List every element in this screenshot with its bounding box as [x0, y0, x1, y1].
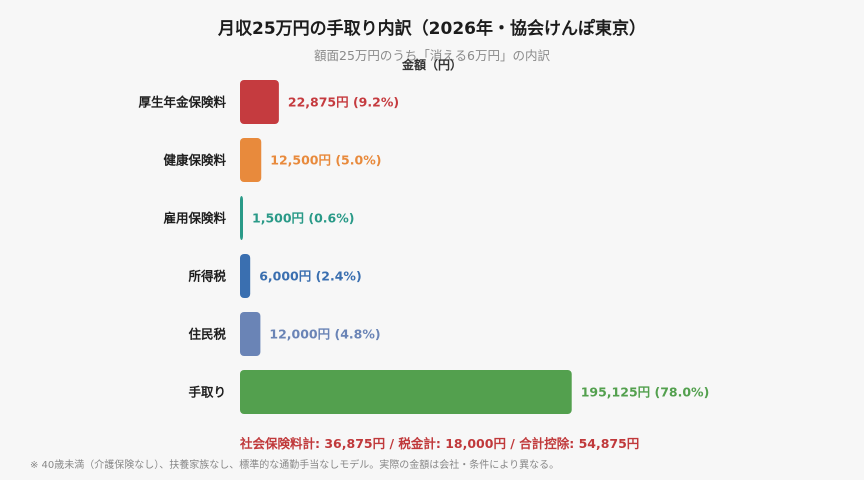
- value-label: 6,000円 (2.4%): [259, 269, 361, 284]
- chart-subtitle: 額面25万円のうち「消える6万円」の内訳: [314, 48, 550, 63]
- bar: [240, 370, 572, 414]
- category-label: 厚生年金保険料: [138, 95, 226, 110]
- bar: [240, 80, 279, 124]
- bar: [240, 254, 251, 298]
- value-label: 22,875円 (9.2%): [288, 95, 399, 110]
- chart-title: 月収25万円の手取り内訳（2026年・協会けんぽ東京）: [218, 19, 646, 39]
- value-label: 195,125円 (78.0%): [581, 385, 710, 400]
- category-label: 住民税: [188, 327, 226, 342]
- value-label: 1,500円 (0.6%): [252, 211, 354, 226]
- value-label: 12,500円 (5.0%): [270, 153, 381, 168]
- bar: [240, 312, 261, 356]
- category-label: 手取り: [188, 385, 226, 400]
- category-label: 雇用保険料: [163, 211, 226, 226]
- footnote: ※ 40歳未満（介護保険なし）、扶養家族なし、標準的な通勤手当なしモデル。実際の…: [30, 460, 560, 471]
- category-label: 健康保険料: [163, 153, 226, 168]
- category-label: 所得税: [188, 269, 226, 284]
- value-label: 12,000円 (4.8%): [269, 327, 380, 342]
- bar: [240, 138, 262, 182]
- bar: [240, 196, 243, 240]
- x-axis-title: 金額（円）: [401, 58, 462, 72]
- summary-line: 社会保険料計: 36,875円 / 税金計: 18,000円 / 合計控除: 5…: [240, 436, 640, 451]
